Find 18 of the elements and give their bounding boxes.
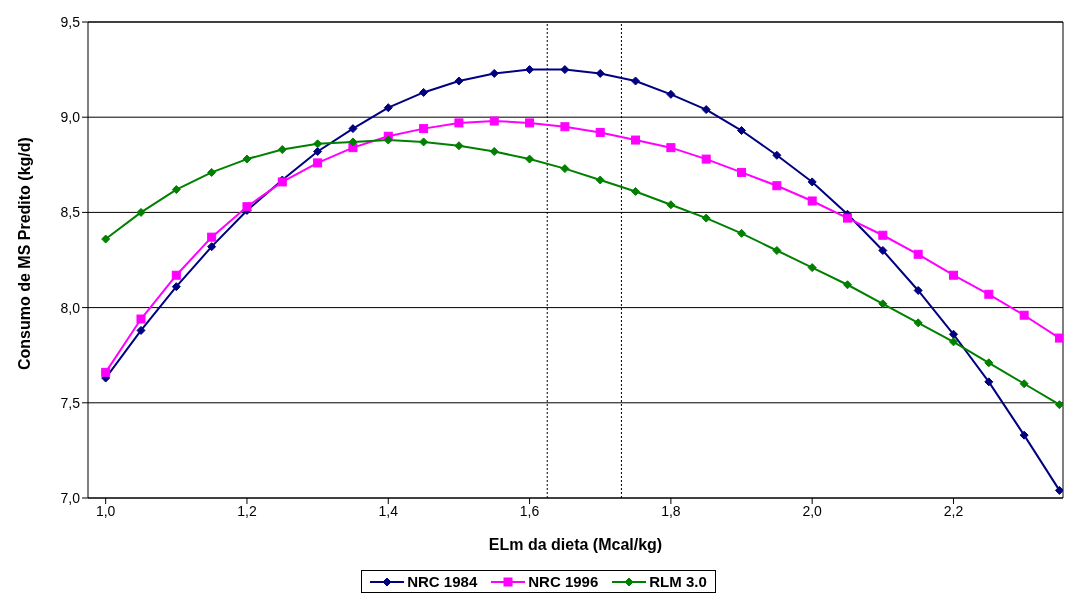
y-tick-label: 7,5	[60, 394, 81, 411]
x-tick-label: 1,4	[378, 502, 399, 519]
x-axis-title: ELm da dieta (Mcal/kg)	[488, 536, 663, 553]
x-tick-label: 1,6	[519, 502, 540, 519]
legend-label: NRC 1984	[407, 573, 478, 590]
x-tick-label: 2,2	[943, 502, 964, 519]
y-tick-label: 9,0	[60, 109, 81, 126]
x-tick-label: 1,0	[95, 502, 116, 519]
legend-label: NRC 1996	[528, 573, 599, 590]
x-tick-label: 2,0	[802, 502, 823, 519]
y-tick-label: 9,5	[60, 13, 81, 30]
y-tick-label: 8,5	[60, 204, 81, 221]
y-tick-label: 8,0	[60, 299, 81, 316]
x-tick-label: 1,8	[661, 502, 681, 519]
y-axis-title: Consumo de MS Predito (kg/d)	[15, 137, 33, 370]
legend-label: RLM 3.0	[649, 573, 707, 590]
y-tick-label: 7,0	[60, 489, 81, 506]
x-tick-label: 1,2	[237, 502, 257, 519]
